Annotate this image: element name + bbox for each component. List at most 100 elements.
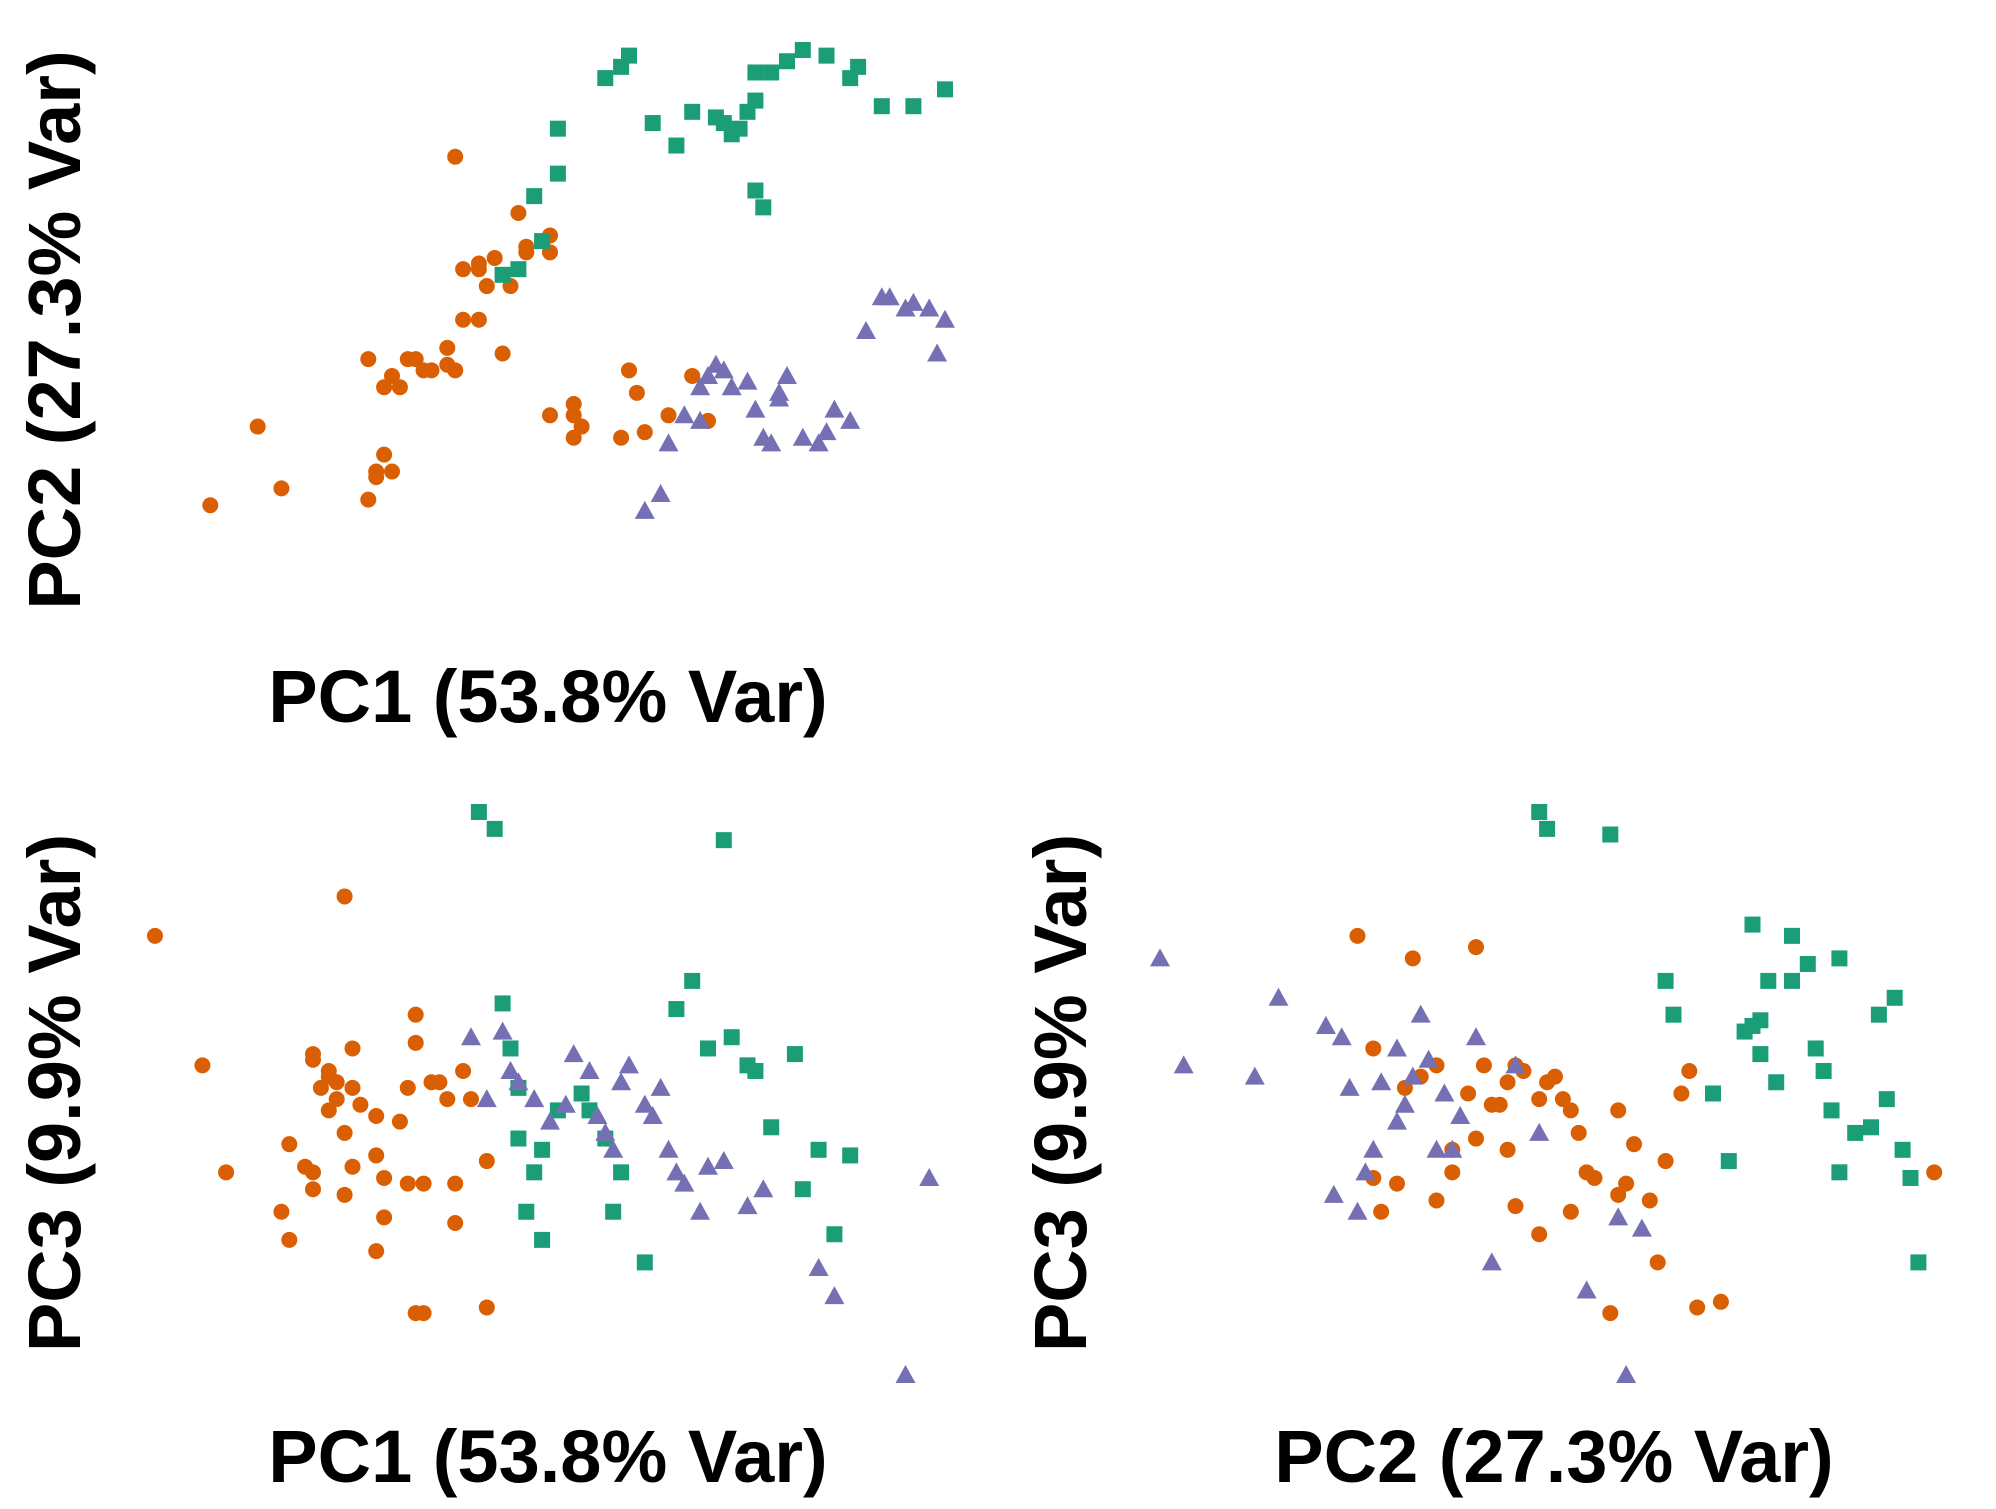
point-circle-17 — [439, 339, 456, 356]
point-triangle-15 — [1410, 1004, 1431, 1023]
point-circle-34 — [565, 396, 582, 413]
point-triangle-25 — [737, 1196, 758, 1215]
point-circle-34 — [407, 1006, 424, 1023]
point-triangle-30 — [919, 1167, 940, 1186]
point-circle-31 — [1657, 1153, 1674, 1170]
point-triangle-2 — [1173, 1055, 1194, 1074]
point-circle-23 — [1570, 1124, 1587, 1141]
point-circle-45 — [360, 491, 377, 508]
point-square-25 — [763, 1119, 780, 1136]
point-circle-45 — [478, 1299, 495, 1316]
point-circle-46 — [478, 1153, 495, 1170]
point-triangle-1 — [634, 500, 655, 519]
point-triangle-3 — [658, 433, 679, 452]
point-square-17 — [1831, 1164, 1848, 1181]
point-circle-25 — [368, 1108, 385, 1125]
point-circle-20 — [494, 345, 511, 362]
point-circle-18 — [336, 1186, 353, 1203]
point-square-18 — [668, 1001, 685, 1018]
point-square-4 — [1657, 972, 1674, 989]
point-square-5 — [1665, 1006, 1682, 1023]
point-circle-46 — [368, 463, 385, 480]
point-triangle-29 — [1355, 1162, 1376, 1181]
point-circle-29 — [1626, 1136, 1642, 1153]
point-circle-26 — [1602, 1305, 1619, 1322]
point-square-6 — [549, 120, 566, 137]
point-circle-28 — [376, 1209, 393, 1226]
point-square-23 — [1744, 916, 1761, 933]
point-triangle-18 — [650, 1077, 671, 1096]
point-square-12 — [573, 1085, 590, 1102]
point-triangle-24 — [713, 1151, 734, 1170]
point-triangle-19 — [658, 1139, 679, 1158]
point-circle-44 — [1460, 1085, 1477, 1102]
point-square-5 — [549, 165, 566, 182]
point-circle-7 — [376, 379, 393, 396]
point-square-2 — [510, 261, 527, 278]
point-circle-19 — [470, 311, 487, 328]
point-triangle-22 — [1576, 1280, 1597, 1299]
point-square-16 — [731, 120, 748, 137]
point-circle-37 — [636, 424, 653, 441]
point-triangle-6 — [524, 1089, 545, 1108]
point-circle-39 — [660, 407, 677, 424]
point-circle-14 — [320, 1062, 337, 1079]
point-circle-13 — [1468, 1130, 1484, 1147]
point-circle-15 — [320, 1102, 337, 1119]
point-circle-35 — [407, 1034, 424, 1051]
point-triangle-18 — [792, 427, 813, 446]
point-square-21 — [715, 832, 732, 849]
point-square-16 — [1823, 1102, 1840, 1119]
point-circle-10 — [1389, 1175, 1405, 1192]
point-circle-42 — [1491, 1096, 1508, 1113]
point-square-20 — [1886, 989, 1903, 1006]
point-circle-21 — [1554, 1091, 1571, 1108]
point-circle-33 — [1681, 1062, 1698, 1079]
point-triangle-3 — [492, 1021, 513, 1040]
point-circle-39 — [1531, 1226, 1548, 1243]
point-circle-28 — [510, 204, 527, 221]
point-triangle-9 — [1347, 1201, 1368, 1220]
point-circle-41 — [447, 1175, 464, 1192]
point-triangle-21 — [674, 1173, 695, 1192]
point-circle-17 — [328, 1074, 345, 1091]
point-square-18 — [747, 92, 764, 109]
point-triangle-21 — [1481, 1252, 1502, 1271]
point-square-20 — [763, 64, 780, 81]
point-triangle-11 — [1371, 1072, 1392, 1091]
point-circle-16 — [447, 362, 464, 379]
point-circle-28 — [1618, 1175, 1635, 1192]
point-circle-43 — [455, 1062, 472, 1079]
point-triangle-12 — [595, 1122, 616, 1141]
point-triangle-16 — [769, 388, 790, 407]
point-triangle-16 — [634, 1094, 655, 1113]
point-square-19 — [1870, 1006, 1887, 1023]
point-circle-5 — [376, 446, 393, 463]
point-square-26 — [873, 98, 890, 115]
point-circle-8 — [305, 1181, 321, 1198]
point-triangle-11 — [737, 371, 758, 390]
point-square-1 — [470, 804, 487, 820]
point-square-30 — [755, 199, 772, 216]
point-triangle-14 — [1402, 1066, 1423, 1085]
point-triangle-2 — [650, 483, 671, 502]
point-circle-20 — [336, 1124, 353, 1141]
point-circle-37 — [415, 1305, 432, 1322]
point-circle-25 — [1586, 1169, 1603, 1186]
point-square-3 — [526, 188, 543, 205]
point-circle-31 — [399, 1079, 416, 1096]
point-triangle-1 — [1150, 948, 1170, 967]
point-triangle-23 — [1608, 1207, 1629, 1226]
point-circle-1 — [202, 497, 219, 514]
point-circle-32 — [399, 1175, 416, 1192]
point-circle-4 — [273, 1203, 290, 1220]
point-circle-32 — [1673, 1085, 1690, 1102]
point-circle-43 — [1475, 1057, 1492, 1074]
point-circle-30 — [391, 1113, 408, 1130]
point-square-10 — [1752, 1046, 1769, 1063]
panel-pc1-pc2-ylabel: PC2 (27.3% Var) — [13, 50, 96, 609]
panel-pc1-pc3-points — [147, 804, 940, 1383]
point-circle-6 — [281, 1136, 298, 1153]
point-triangle-13 — [603, 1139, 624, 1158]
point-square-26 — [786, 1046, 803, 1063]
